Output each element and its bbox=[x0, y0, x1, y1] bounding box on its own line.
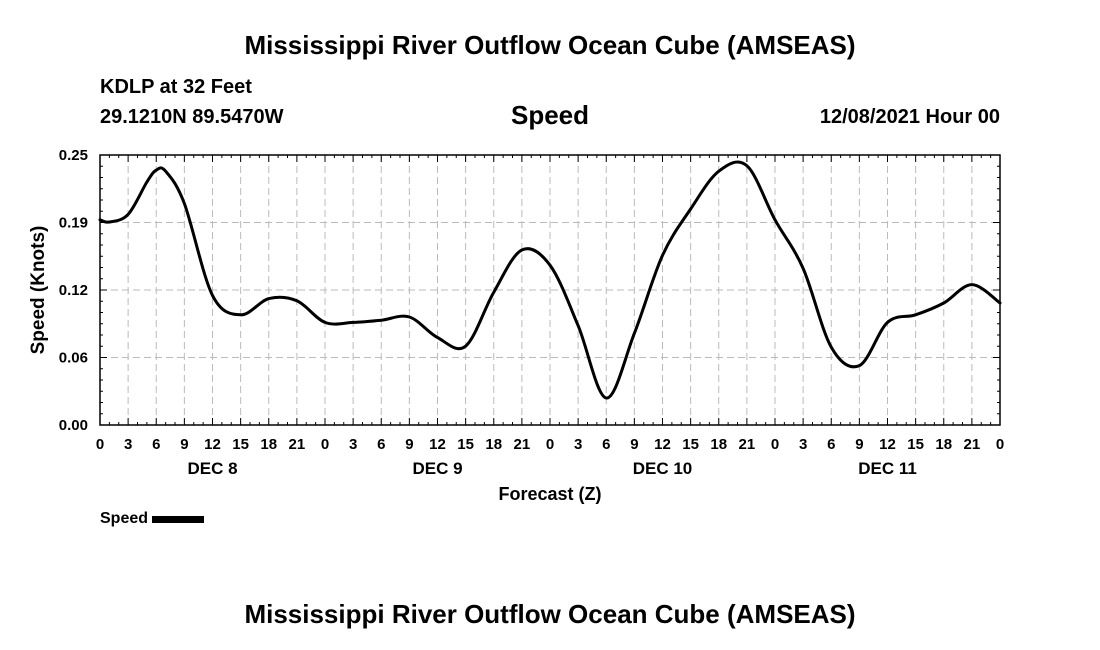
x-tick-labels: 0 3 6 9 12 15 18 21 0 3 6 9 12 15 18 21 0 3 6 9 12 15 18 21 0 3 6 9… bbox=[96, 436, 1004, 453]
x-tick-label: 15 bbox=[457, 436, 474, 453]
footer-title: Mississippi River Outflow Ocean Cube (AM… bbox=[244, 599, 856, 629]
x-tick-label: 3 bbox=[349, 436, 357, 453]
y-tick-label: 0.19 bbox=[59, 215, 88, 232]
day-labels: DEC 8 DEC 9 DEC 10 DEC 11 bbox=[187, 459, 916, 478]
y-tick-label: 0.12 bbox=[59, 282, 88, 299]
x-tick-label: 0 bbox=[771, 436, 779, 453]
series-layer bbox=[98, 160, 1002, 400]
day-label: DEC 10 bbox=[633, 459, 693, 478]
x-tick-label: 9 bbox=[855, 436, 863, 453]
x-tick-label: 0 bbox=[996, 436, 1004, 453]
x-tick-label: 21 bbox=[514, 436, 531, 453]
forecast-datetime: 12/08/2021 Hour 00 bbox=[819, 106, 1000, 128]
x-tick-label: 21 bbox=[289, 436, 306, 453]
x-tick-label: 18 bbox=[260, 436, 277, 453]
legend-swatch bbox=[152, 515, 205, 523]
x-tick-label: 15 bbox=[682, 436, 699, 453]
y-tick-label: 0.00 bbox=[59, 417, 88, 434]
y-axis-title: Speed (Knots) bbox=[28, 226, 49, 355]
x-tick-label: 9 bbox=[630, 436, 638, 453]
x-tick-label: 12 bbox=[204, 436, 221, 453]
plot-frame bbox=[99, 154, 1001, 426]
x-tick-label: 12 bbox=[879, 436, 896, 453]
x-tick-label: 18 bbox=[710, 436, 727, 453]
x-tick-label: 0 bbox=[321, 436, 329, 453]
x-tick-label: 18 bbox=[485, 436, 502, 453]
x-tick-label: 6 bbox=[152, 436, 160, 453]
y-tick-label: 0.25 bbox=[59, 147, 88, 164]
x-tick-label: 0 bbox=[546, 436, 554, 453]
x-tick-label: 0 bbox=[96, 436, 104, 453]
x-tick-label: 12 bbox=[654, 436, 671, 453]
y-tick-labels: 0.00 0.06 0.12 0.19 0.25 bbox=[59, 147, 88, 434]
station-coordinates: 29.1210N 89.5470W bbox=[100, 106, 284, 128]
x-axis-title: Forecast (Z) bbox=[498, 484, 601, 504]
x-tick-label: 18 bbox=[935, 436, 952, 453]
grid-lines bbox=[100, 155, 1000, 425]
speed-series-line bbox=[98, 160, 1002, 400]
y-tick-label: 0.06 bbox=[59, 350, 88, 367]
legend-label: Speed bbox=[100, 510, 149, 527]
x-tick-label: 12 bbox=[429, 436, 446, 453]
x-tick-label: 3 bbox=[799, 436, 807, 453]
x-tick-label: 3 bbox=[124, 436, 132, 453]
x-tick-label: 6 bbox=[377, 436, 385, 453]
chart-main-title: Mississippi River Outflow Ocean Cube (AM… bbox=[244, 30, 856, 60]
x-tick-label: 9 bbox=[405, 436, 413, 453]
x-tick-label: 21 bbox=[964, 436, 981, 453]
day-label: DEC 11 bbox=[858, 459, 917, 478]
x-tick-label: 15 bbox=[907, 436, 924, 453]
chart-subtitle: Speed bbox=[510, 100, 590, 130]
day-label: DEC 9 bbox=[412, 459, 462, 478]
x-tick-label: 6 bbox=[602, 436, 610, 453]
legend: Speed bbox=[100, 510, 205, 528]
x-tick-label: 9 bbox=[180, 436, 188, 453]
x-tick-label: 21 bbox=[739, 436, 756, 453]
x-tick-label: 15 bbox=[232, 436, 249, 453]
x-tick-label: 3 bbox=[574, 436, 582, 453]
day-label: DEC 8 bbox=[187, 459, 237, 478]
x-tick-label: 6 bbox=[827, 436, 835, 453]
station-label: KDLP at 32 Feet bbox=[100, 76, 252, 98]
